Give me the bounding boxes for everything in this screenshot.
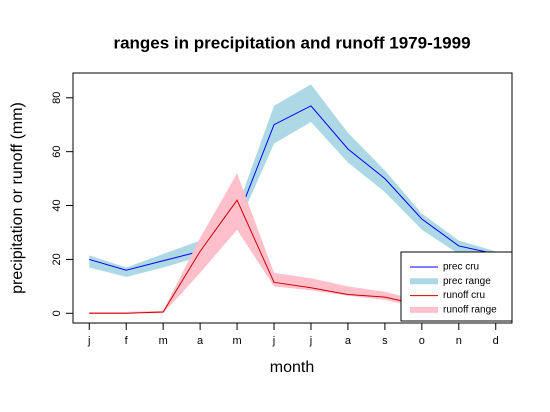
- x-tick-label: j: [272, 335, 275, 347]
- x-tick-label: d: [493, 335, 499, 347]
- plot-frame: [72, 72, 513, 324]
- x-tick-label: n: [456, 335, 462, 347]
- x-axis-label: month: [270, 359, 314, 376]
- range-band: [89, 173, 496, 314]
- x-tick-label: s: [382, 335, 388, 347]
- y-tick-label: 60: [51, 146, 63, 158]
- legend-label: prec cru: [443, 262, 479, 273]
- range-band: [89, 84, 496, 277]
- legend: prec cru prec range runoff cru runoff range: [400, 251, 513, 322]
- y-axis-label: precipitation or runoff (mm): [9, 102, 26, 294]
- x-tick-label: f: [125, 335, 129, 347]
- y-tick-label: 80: [51, 92, 63, 104]
- legend-label: prec range: [443, 276, 491, 287]
- legend-label: runoff range: [443, 305, 497, 316]
- data-line: [89, 105, 496, 271]
- x-tick-label: m: [159, 335, 168, 347]
- y-tick-label: 0: [51, 310, 63, 316]
- y-tick-label: 40: [51, 199, 63, 211]
- x-tick-label: m: [232, 335, 241, 347]
- y-tick-label: 20: [51, 253, 63, 265]
- x-tick-label: j: [309, 335, 312, 347]
- chart-title: ranges in precipitation and runoff 1979-…: [113, 33, 470, 52]
- x-tick-label: a: [345, 335, 352, 347]
- plot-area: 0 20 40 60 80 j f m a m j j a s o n d prec cru prec range r…: [51, 72, 513, 347]
- legend-label: runoff cru: [443, 290, 485, 301]
- x-tick-label: a: [197, 335, 204, 347]
- x-tick-label: o: [419, 335, 425, 347]
- x-tick-label: j: [87, 335, 90, 347]
